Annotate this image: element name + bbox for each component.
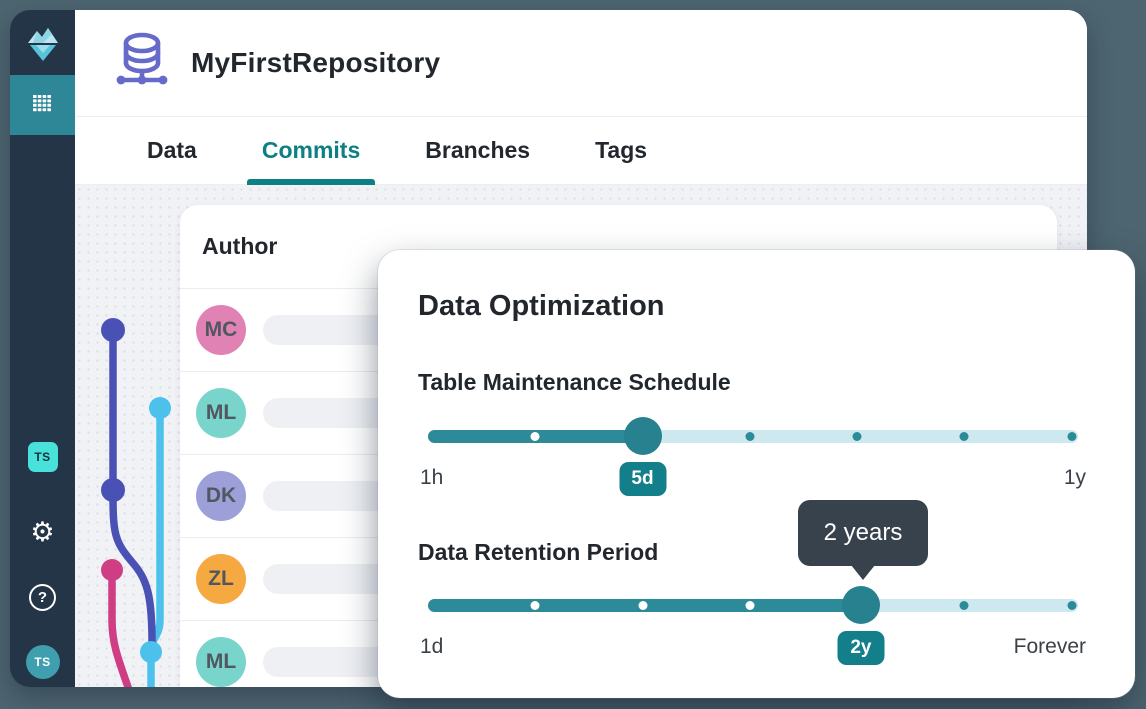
sidebar-user-button[interactable]: TS [10,645,75,679]
slider-tick [1067,431,1076,441]
sidebar-workspace-button[interactable]: TS [10,442,75,472]
retention-slider-labels: 1d Forever 2y [420,631,1086,665]
question-circle-icon: ? [29,584,56,611]
commit-graph [101,318,171,687]
slider-tick [745,600,755,610]
slider-tick [530,600,540,610]
tab-commits[interactable]: Commits [246,117,376,185]
table-header-row: Author [180,205,1057,288]
slider-tick [638,600,647,610]
sidebar-settings-button[interactable]: ⚙ [10,519,75,546]
author-avatar: ML [196,637,246,687]
sidebar-help-button[interactable]: ? [10,584,75,611]
iceberg-logo-icon [22,22,64,69]
slider-min-label: 1d [420,635,444,658]
tooltip-text: 2 years [823,519,903,546]
slider-max-label: 1y [1063,466,1086,489]
data-optimization-modal: Data Optimization Table Maintenance Sche… [378,250,1135,698]
tab-tags[interactable]: Tags [580,117,662,184]
tab-branches-label: Branches [425,137,531,163]
user-avatar: TS [25,645,60,679]
slider-value-badge: 5d [619,462,666,496]
author-avatar: MC [196,305,246,355]
slider-tick [959,431,969,441]
slider-tick [1067,600,1076,610]
active-tab-underline [246,179,376,185]
tab-tags-label: Tags [595,137,648,163]
tab-commits-label: Commits [261,137,361,163]
tab-branches[interactable]: Branches [410,117,545,184]
database-branch-icon [113,30,171,97]
gear-icon: ⚙ [30,517,55,547]
author-column-header: Author [202,233,278,259]
author-avatar: ZL [196,554,246,604]
tab-bar: Data Commits Branches Tags [75,117,1087,185]
slider-min-label: 1h [420,466,444,489]
tooltip-arrow [851,565,875,580]
retention-period-slider[interactable] [428,586,1078,624]
slider-thumb[interactable] [841,586,880,624]
modal-title: Data Optimization [418,290,665,322]
author-avatar: ML [196,388,246,438]
maintenance-slider-labels: 1h 1y 5d [420,462,1086,496]
slider-thumb[interactable] [623,417,662,455]
sidebar-item-tables[interactable] [10,75,75,135]
slider-tick [745,431,755,441]
repo-header: MyFirstRepository [75,10,1087,117]
sidebar: TS ⚙ ? TS [10,10,75,687]
retention-period-label: Data Retention Period [418,539,659,565]
author-avatar: DK [196,471,246,521]
tab-data-label: Data [147,137,197,163]
slider-tick [530,431,540,441]
workspace-badge: TS [27,442,58,472]
slider-tooltip: 2 years [798,500,928,580]
slider-max-label: Forever [1013,635,1086,658]
maintenance-schedule-label: Table Maintenance Schedule [418,369,731,395]
repo-name: MyFirstRepository [191,47,441,78]
tab-data[interactable]: Data [132,117,212,184]
slider-tick [959,600,969,610]
app-logo[interactable] [10,22,75,69]
table-grid-icon [31,91,55,120]
maintenance-schedule-slider[interactable] [428,417,1078,455]
slider-tick [852,431,862,441]
slider-value-badge: 2y [837,631,885,665]
